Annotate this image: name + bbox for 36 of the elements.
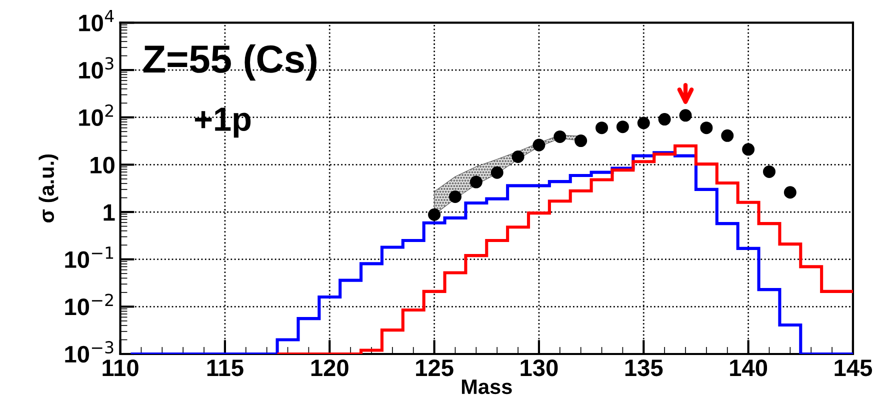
point [448, 190, 462, 204]
point [490, 166, 504, 179]
x-tick-label: 140 [730, 359, 768, 376]
x-tick-label: 135 [625, 359, 663, 376]
y-tick-label: 10$^{−1}$ [65, 246, 114, 268]
point [637, 116, 650, 130]
y-tick-label: 10 [90, 156, 114, 174]
annotation: Z=55 (Cs) [143, 44, 316, 81]
y-tick-label: 10$^{−2}$ [65, 294, 113, 316]
annotation: +1p [194, 108, 251, 138]
y-tick-label: 10$^{2}$ [79, 104, 113, 126]
point [470, 176, 482, 188]
point [596, 122, 608, 134]
y-tick-label: 1 [104, 204, 115, 221]
point [784, 186, 796, 199]
x-tick-label: 120 [311, 359, 348, 376]
point [554, 130, 566, 143]
point [658, 113, 671, 126]
point [512, 150, 524, 164]
y-axis-title: σ (a.u.) [38, 154, 58, 222]
y-tick-label: 10$^{3}$ [79, 57, 114, 79]
point [679, 109, 692, 122]
point [616, 120, 629, 134]
x-tick-label: 115 [207, 360, 244, 376]
point [721, 129, 734, 142]
point [428, 208, 441, 221]
point [742, 143, 755, 156]
point [532, 138, 546, 152]
point [574, 134, 588, 148]
x-tick-label: 130 [520, 359, 558, 376]
y-tick-label: 10$^{4}$ [79, 10, 114, 32]
x-tick-label: 125 [416, 359, 454, 376]
point [762, 165, 776, 178]
x-tick-label: 145 [834, 360, 872, 376]
point [700, 122, 713, 134]
x-axis-title: Mass [462, 380, 512, 394]
